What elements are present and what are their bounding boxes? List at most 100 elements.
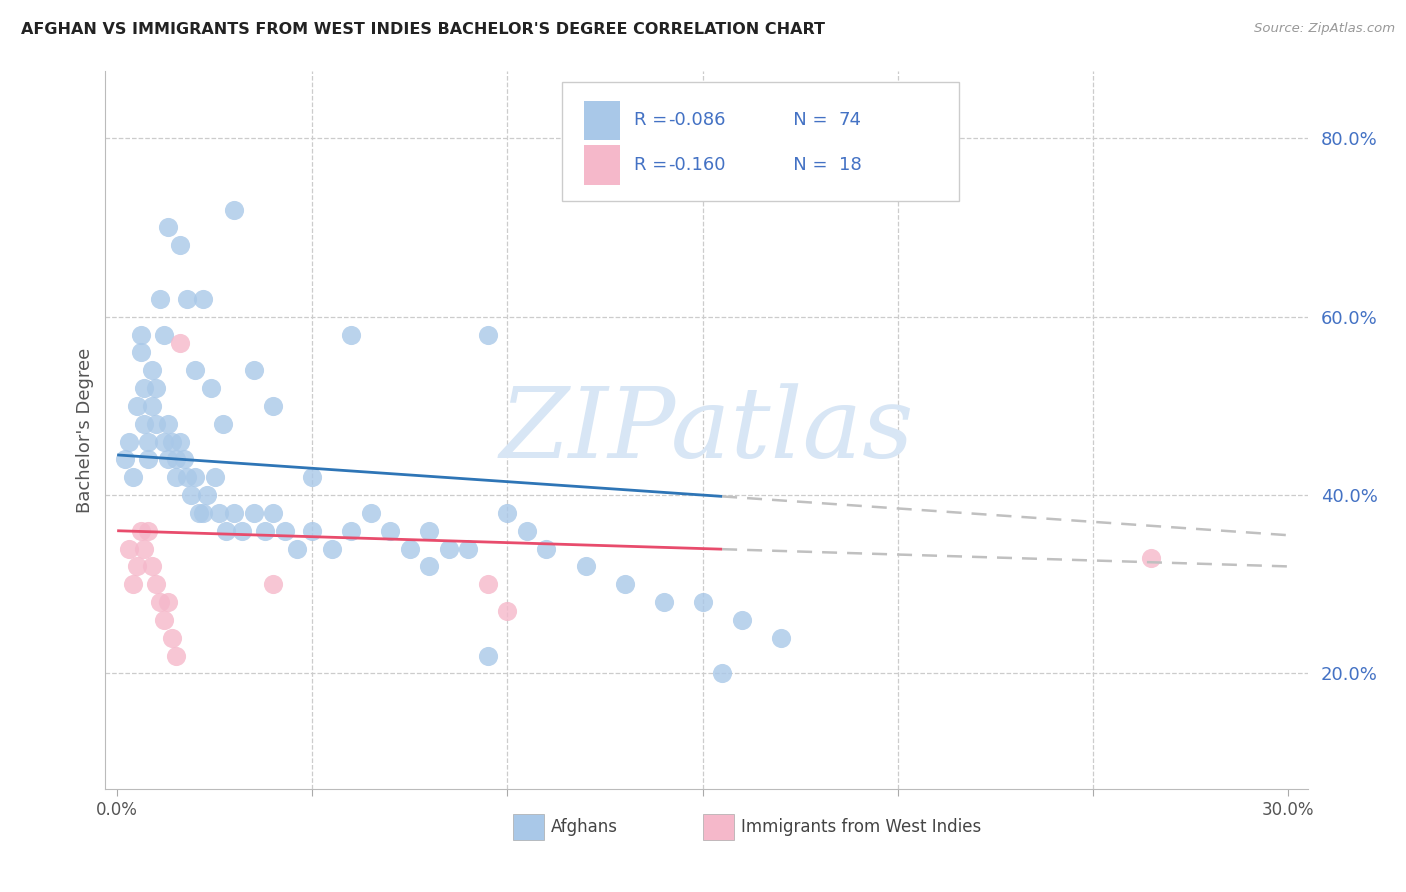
- Point: [285, 541, 308, 556]
- Point: [121, 577, 143, 591]
- Text: -0.086: -0.086: [668, 112, 725, 129]
- Point: [169, 238, 191, 252]
- Point: [224, 506, 246, 520]
- Point: [711, 666, 734, 681]
- Point: [114, 452, 136, 467]
- Point: [224, 202, 246, 217]
- Point: [188, 506, 211, 520]
- Point: [231, 524, 253, 538]
- Text: -0.160: -0.160: [668, 156, 725, 174]
- Point: [176, 292, 198, 306]
- Point: [477, 577, 499, 591]
- Point: [134, 417, 156, 431]
- Point: [211, 417, 233, 431]
- Point: [437, 541, 460, 556]
- Point: [121, 470, 143, 484]
- Text: Immigrants from West Indies: Immigrants from West Indies: [741, 818, 981, 836]
- Point: [254, 524, 277, 538]
- Text: 18: 18: [839, 156, 862, 174]
- Text: 74: 74: [839, 112, 862, 129]
- Point: [141, 363, 163, 377]
- Point: [769, 631, 792, 645]
- Point: [477, 648, 499, 663]
- Point: [118, 434, 141, 449]
- Text: N =: N =: [776, 156, 834, 174]
- Point: [145, 417, 167, 431]
- Point: [360, 506, 382, 520]
- Point: [380, 524, 402, 538]
- Point: [160, 434, 183, 449]
- Point: [149, 595, 172, 609]
- Point: [692, 595, 714, 609]
- Point: [134, 381, 156, 395]
- Point: [418, 524, 440, 538]
- Point: [215, 524, 238, 538]
- Point: [138, 524, 160, 538]
- Point: [153, 613, 176, 627]
- Point: [184, 470, 207, 484]
- FancyBboxPatch shape: [562, 82, 959, 201]
- Point: [1140, 550, 1163, 565]
- Text: R =: R =: [634, 112, 673, 129]
- Point: [730, 613, 752, 627]
- Text: Source: ZipAtlas.com: Source: ZipAtlas.com: [1254, 22, 1395, 36]
- Point: [118, 541, 141, 556]
- Point: [652, 595, 675, 609]
- Point: [180, 488, 202, 502]
- Point: [496, 506, 519, 520]
- Point: [399, 541, 422, 556]
- Point: [165, 648, 187, 663]
- Point: [138, 452, 160, 467]
- Point: [340, 524, 363, 538]
- Point: [613, 577, 636, 591]
- Point: [153, 434, 176, 449]
- Text: ZIPatlas: ZIPatlas: [499, 383, 914, 478]
- Point: [200, 381, 222, 395]
- Point: [516, 524, 538, 538]
- Point: [191, 292, 214, 306]
- Point: [134, 541, 156, 556]
- Point: [145, 381, 167, 395]
- Point: [204, 470, 226, 484]
- Point: [165, 452, 187, 467]
- Point: [477, 327, 499, 342]
- Point: [156, 595, 179, 609]
- Point: [184, 363, 207, 377]
- Point: [262, 399, 284, 413]
- Point: [138, 434, 160, 449]
- Text: R =: R =: [634, 156, 673, 174]
- Point: [156, 452, 179, 467]
- Point: [262, 506, 284, 520]
- Point: [574, 559, 596, 574]
- Point: [156, 220, 179, 235]
- Point: [141, 559, 163, 574]
- Bar: [583, 101, 620, 140]
- Point: [301, 470, 323, 484]
- Point: [418, 559, 440, 574]
- Point: [145, 577, 167, 591]
- Text: AFGHAN VS IMMIGRANTS FROM WEST INDIES BACHELOR'S DEGREE CORRELATION CHART: AFGHAN VS IMMIGRANTS FROM WEST INDIES BA…: [21, 22, 825, 37]
- Point: [176, 470, 198, 484]
- Point: [125, 559, 148, 574]
- Point: [262, 577, 284, 591]
- Y-axis label: Bachelor's Degree: Bachelor's Degree: [76, 348, 94, 513]
- Point: [274, 524, 297, 538]
- Point: [208, 506, 231, 520]
- Text: N =: N =: [776, 112, 834, 129]
- Point: [173, 452, 195, 467]
- Point: [149, 292, 172, 306]
- Point: [321, 541, 343, 556]
- Point: [242, 506, 264, 520]
- Point: [129, 327, 152, 342]
- Point: [169, 434, 191, 449]
- Point: [340, 327, 363, 342]
- Point: [165, 470, 187, 484]
- Text: Afghans: Afghans: [551, 818, 619, 836]
- Point: [125, 399, 148, 413]
- Point: [195, 488, 218, 502]
- Bar: [583, 145, 620, 185]
- Point: [129, 345, 152, 359]
- Point: [301, 524, 323, 538]
- Point: [153, 327, 176, 342]
- Point: [242, 363, 264, 377]
